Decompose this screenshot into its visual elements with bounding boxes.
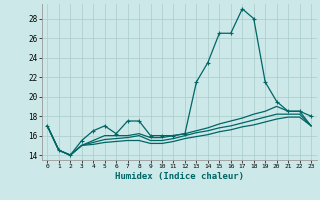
X-axis label: Humidex (Indice chaleur): Humidex (Indice chaleur) (115, 172, 244, 181)
